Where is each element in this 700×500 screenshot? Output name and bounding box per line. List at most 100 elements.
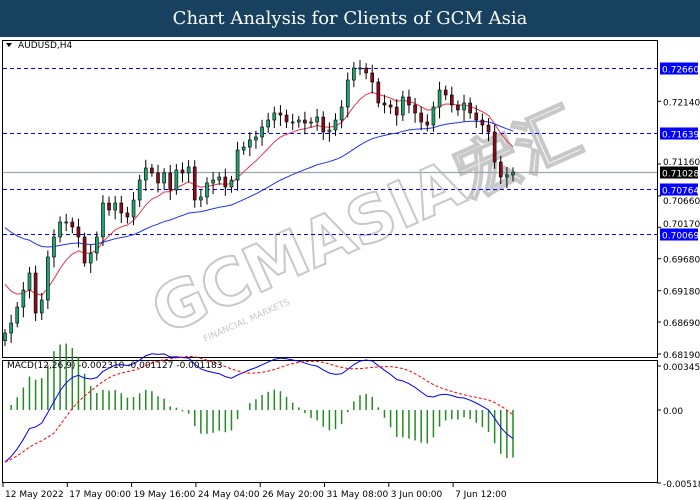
- price-tick-label: 0.68690: [663, 319, 700, 329]
- bearish-candle: [388, 104, 393, 108]
- price-tick-label: 0.71160: [663, 158, 700, 168]
- main-pane-frame: [2, 40, 658, 358]
- macd-tick-label: -0.005184: [663, 480, 700, 490]
- bullish-candle: [505, 174, 509, 178]
- level-price-label: 0.72660: [662, 66, 699, 76]
- symbol-label: AUDUSD,H4: [18, 41, 73, 51]
- time-tick-label: 19 May 16:00: [134, 490, 196, 500]
- bullish-candle: [131, 199, 136, 218]
- bullish-candle: [174, 169, 179, 191]
- time-tick-label: 17 May 00:00: [69, 490, 131, 500]
- bearish-candle: [284, 114, 289, 123]
- bullish-candle: [431, 106, 436, 126]
- bearish-candle: [419, 112, 423, 123]
- bullish-candle: [95, 236, 99, 254]
- price-tick-label: 0.69680: [663, 256, 700, 266]
- bearish-candle: [223, 176, 228, 188]
- bullish-candle: [352, 67, 356, 81]
- bearish-candle: [480, 119, 485, 126]
- bullish-candle: [248, 139, 252, 148]
- macd-signal-line: [4, 355, 514, 463]
- time-tick-label: 7 Jun 12:00: [455, 490, 507, 500]
- page-title: Chart Analysis for Clients of GCM Asia: [0, 0, 700, 37]
- bearish-candle: [449, 94, 454, 106]
- price-tick-label: 0.70660: [663, 197, 700, 207]
- bullish-candle: [358, 67, 362, 70]
- bullish-candle: [217, 176, 222, 181]
- bullish-candle: [21, 289, 26, 308]
- bullish-candle: [254, 136, 258, 141]
- bullish-candle: [58, 221, 62, 238]
- bearish-candle: [394, 106, 399, 116]
- bearish-candle: [498, 161, 503, 178]
- bullish-candle: [401, 96, 405, 116]
- macd-pane-frame: [2, 360, 658, 483]
- bearish-candle: [33, 272, 38, 314]
- level-price-tag: [660, 228, 698, 241]
- bullish-candle: [199, 196, 203, 201]
- bearish-candle: [156, 172, 160, 184]
- bullish-candle: [27, 272, 32, 291]
- bullish-candle: [235, 149, 240, 181]
- bearish-candle: [168, 172, 173, 191]
- bullish-candle: [327, 129, 332, 133]
- current-price-tag: [660, 166, 698, 179]
- bullish-candle: [241, 146, 246, 151]
- bearish-candle: [370, 72, 375, 83]
- bearish-candle: [119, 202, 124, 214]
- bullish-candle: [462, 102, 466, 111]
- level-price-tag: [660, 183, 698, 196]
- macd-tick-label: 0.003455: [663, 363, 700, 373]
- slow-moving-average-line: [4, 120, 514, 248]
- bullish-candle: [511, 172, 515, 176]
- bearish-candle: [407, 96, 411, 106]
- time-tick-label: 3 Jun 00:00: [391, 490, 443, 500]
- bullish-candle: [9, 322, 13, 334]
- bullish-candle: [290, 121, 295, 124]
- bullish-candle: [296, 119, 301, 123]
- bullish-candle: [52, 236, 56, 258]
- bearish-candle: [456, 104, 460, 111]
- bullish-candle: [162, 172, 166, 184]
- level-price-label: 0.70764: [662, 187, 699, 197]
- bearish-candle: [321, 116, 326, 133]
- bearish-candle: [82, 236, 87, 264]
- bearish-candle: [150, 167, 154, 174]
- bullish-candle: [229, 179, 234, 188]
- bearish-candle: [364, 67, 368, 74]
- bearish-candle: [474, 112, 479, 121]
- bullish-candle: [46, 256, 50, 301]
- bearish-candle: [192, 166, 197, 201]
- bullish-candle: [315, 116, 319, 123]
- bearish-candle: [413, 104, 417, 114]
- bullish-candle: [143, 167, 148, 181]
- time-tick-label: 31 May 08:00: [327, 490, 389, 500]
- bearish-candle: [180, 169, 185, 174]
- bullish-candle: [333, 119, 338, 131]
- time-tick-label: 26 May 20:00: [262, 490, 324, 500]
- bullish-candle: [39, 299, 44, 314]
- bullish-candle: [113, 202, 117, 211]
- bearish-candle: [303, 119, 307, 124]
- price-tick-label: 0.69180: [663, 288, 700, 298]
- time-tick-label: 12 May 2022: [5, 490, 64, 500]
- bearish-candle: [76, 226, 81, 238]
- bullish-candle: [88, 252, 93, 264]
- bullish-candle: [272, 112, 277, 121]
- time-tick-label: 24 May 04:00: [198, 490, 260, 500]
- dropdown-triangle-icon[interactable]: [6, 43, 12, 47]
- bullish-candle: [437, 89, 442, 108]
- level-price-tag: [660, 62, 698, 75]
- price-tick-label: 0.72140: [663, 98, 700, 108]
- current-price-label: 0.71028: [662, 170, 699, 180]
- bearish-candle: [278, 112, 283, 116]
- bearish-candle: [468, 102, 472, 114]
- bullish-candle: [211, 179, 215, 184]
- bearish-candle: [382, 102, 387, 106]
- price-tick-label: 0.68190: [663, 351, 700, 361]
- macd-label: MACD(12,26,9) -0.002310 -0.001127 -0.001…: [7, 361, 223, 371]
- bearish-candle: [443, 89, 448, 96]
- macd-line: [4, 353, 514, 463]
- bullish-candle: [260, 126, 264, 138]
